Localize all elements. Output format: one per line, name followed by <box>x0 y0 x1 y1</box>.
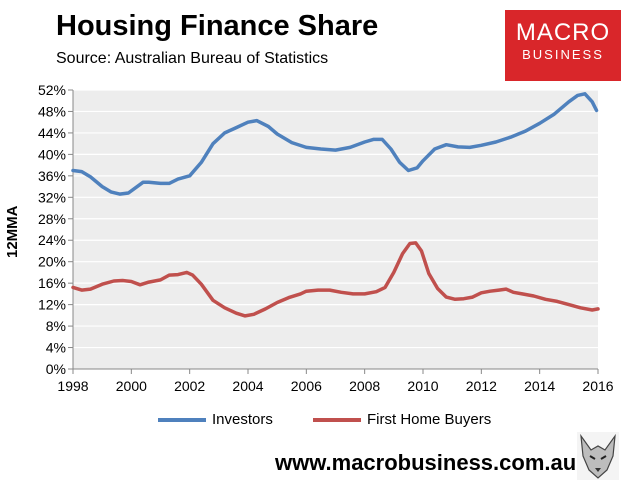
y-tick-label: 32% <box>38 189 66 205</box>
legend-item-investors: Investors <box>158 411 273 428</box>
y-tick-label: 48% <box>38 103 66 119</box>
logo-line-2: BUSINESS <box>522 47 604 62</box>
y-tick-label: 12% <box>38 297 66 313</box>
y-tick-label: 8% <box>46 318 66 334</box>
x-tick-label: 2002 <box>174 378 205 394</box>
y-tick-label: 52% <box>38 82 66 98</box>
x-tick-label: 2012 <box>466 378 497 394</box>
x-tick-label: 2008 <box>349 378 380 394</box>
chart-source: Source: Australian Bureau of Statistics <box>56 50 329 67</box>
y-tick-label: 24% <box>38 232 66 248</box>
y-tick-label: 28% <box>38 211 66 227</box>
legend-label-investors: Investors <box>212 411 273 428</box>
legend-label-first-home-buyers: First Home Buyers <box>367 411 492 428</box>
legend-item-first-home-buyers: First Home Buyers <box>313 411 491 428</box>
website-url: www.macrobusiness.com.au <box>275 450 577 475</box>
series-line-first-home-buyers <box>71 241 600 318</box>
x-tick-label: 2010 <box>407 378 438 394</box>
chart-title: Housing Finance Share <box>56 10 379 42</box>
macrobusiness-logo: MACRO BUSINESS <box>505 10 621 81</box>
x-tick-label: 2016 <box>582 378 613 394</box>
x-tick-label: 2000 <box>116 378 147 394</box>
x-tick-label: 2006 <box>291 378 322 394</box>
x-tick-label: 1998 <box>57 378 88 394</box>
x-tick-label: 2004 <box>232 378 263 394</box>
legend-swatch-first-home-buyers <box>313 417 361 422</box>
wolf-icon <box>577 432 619 480</box>
legend-swatch-investors <box>158 417 206 422</box>
x-tick-label: 2014 <box>524 378 555 394</box>
y-tick-label: 36% <box>38 168 66 184</box>
y-tick-label: 0% <box>46 361 66 377</box>
y-tick-label: 20% <box>38 254 66 270</box>
y-tick-label: 16% <box>38 275 66 291</box>
logo-line-1: MACRO <box>515 19 611 46</box>
y-tick-label: 44% <box>38 125 66 141</box>
y-tick-label: 4% <box>46 340 66 356</box>
series-line-investors <box>71 92 599 196</box>
y-tick-label: 40% <box>38 146 66 162</box>
